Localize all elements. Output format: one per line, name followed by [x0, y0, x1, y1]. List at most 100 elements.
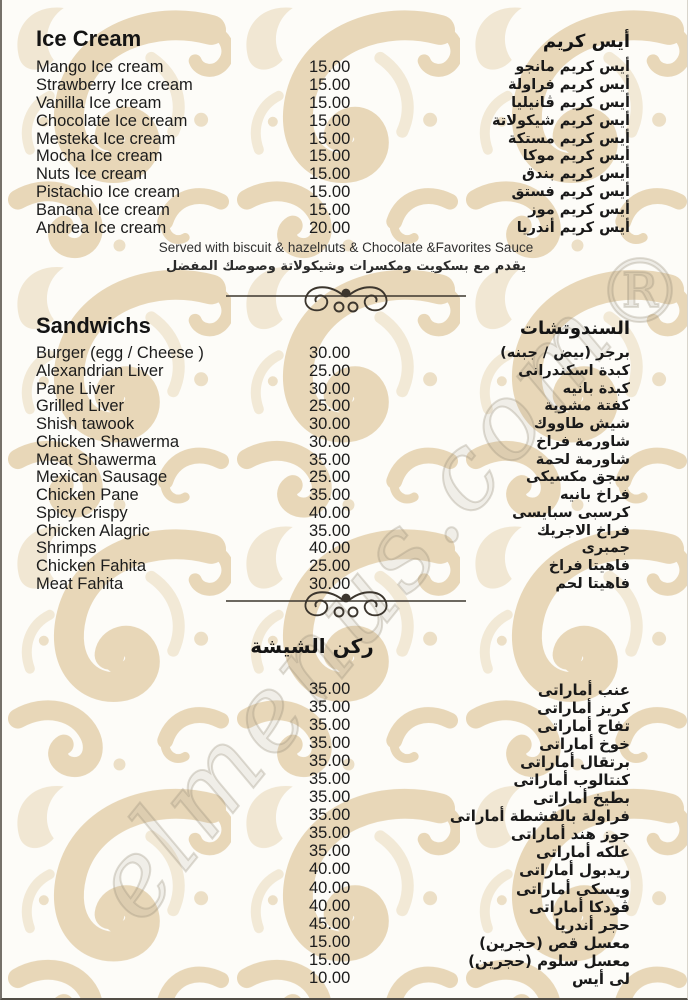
item-price: 40.00 — [309, 539, 351, 558]
item-price: 35.00 — [309, 698, 351, 717]
item-name-ar: أيس كريم موكا — [522, 148, 630, 165]
item-price: 10.00 — [309, 968, 351, 987]
ice-cream-item-list: Mango Ice cream 15.00 أيس كريم مانجو Str… — [2, 58, 687, 238]
menu-item-row: Pane Liver 30.00 كبدة بانيه — [2, 379, 687, 399]
menu-item-row: Mexican Sausage 25.00 سجق مكسيكى — [2, 468, 687, 487]
item-price: 15.00 — [309, 147, 351, 166]
item-name-ar: أيس كريم أندريا — [516, 220, 630, 237]
item-name-ar: أيس كريم فراولة — [507, 76, 630, 93]
item-name-ar: كفتة مشوية — [544, 398, 630, 415]
item-name-ar: ڤودكا أماراتى — [528, 897, 630, 916]
item-price: 20.00 — [309, 219, 351, 238]
menu-item-row: Meat Fahita 30.00 فاهيتا لحم — [2, 574, 687, 594]
menu-item-row: Chicken Pane 35.00 فراخ بانيه — [2, 486, 687, 505]
item-name-en: Mesteka Ice cream — [36, 129, 176, 148]
swirl-divider-icon — [226, 591, 466, 618]
item-price: 35.00 — [309, 752, 351, 771]
item-name-ar: أيس كريم ڤانيليا — [511, 94, 630, 111]
menu-item-row: 35.00 فراولة بالقشطة أماراتى — [2, 806, 687, 825]
item-name-en: Mango Ice cream — [36, 58, 164, 76]
item-price: 25.00 — [309, 361, 351, 380]
item-name-ar: كبدة اسكندرانى — [518, 362, 630, 379]
menu-item-row: Mocha Ice cream 15.00 أيس كريم موكا — [2, 148, 687, 166]
item-name-en: Chicken Alagric — [36, 521, 150, 540]
menu-item-row: 35.00 كنتالوب أماراتى — [2, 770, 687, 790]
sandwichs-item-list: Burger (egg / Cheese ) 30.00 برجر (بيض /… — [2, 344, 687, 594]
item-price: 35.00 — [309, 486, 351, 504]
item-price: 30.00 — [309, 432, 351, 451]
item-price: 35.00 — [309, 788, 351, 807]
item-name-ar: أيس كريم بندق — [522, 166, 630, 183]
item-name-en: Mexican Sausage — [36, 468, 168, 487]
item-price: 15.00 — [309, 129, 351, 148]
item-name-en: Banana Ice cream — [36, 201, 170, 220]
menu-item-row: 15.00 معسل سلوم (حجرين) — [2, 950, 687, 970]
item-price: 40.00 — [309, 878, 351, 897]
item-name-ar: بطيخ أماراتى — [532, 789, 630, 808]
menu-item-row: 35.00 علكه أماراتى — [2, 842, 687, 862]
section-title-sandwichs-en: Sandwichs — [36, 313, 151, 338]
item-name-en: Chicken Pane — [36, 486, 139, 504]
item-name-ar: كريز أماراتى — [537, 699, 630, 718]
menu-item-row: 35.00 عنب أماراتى — [2, 680, 687, 699]
menu-item-row: 40.00 ريدبول أماراتى — [2, 861, 687, 880]
menu-item-row: 10.00 لى أيس — [2, 968, 687, 988]
item-name-ar: لى أيس — [571, 969, 630, 988]
item-name-en: Spicy Crispy — [36, 503, 128, 522]
menu-item-row: Nuts Ice cream 15.00 أيس كريم بندق — [2, 165, 687, 184]
item-price: 15.00 — [309, 950, 351, 969]
item-name-en: Pane Liver — [36, 379, 115, 398]
menu-item-row: 35.00 خوخ أماراتى — [2, 734, 687, 754]
item-price: 15.00 — [309, 165, 351, 184]
item-name-ar: جوز هند أماراتى — [510, 825, 630, 844]
item-name-ar: ويسكى أماراتى — [516, 879, 630, 898]
item-name-en: Shrimps — [36, 539, 97, 558]
item-name-ar: حجر أندريا — [554, 915, 630, 934]
item-name-ar: شاورمة فراخ — [536, 433, 630, 450]
item-name-en: Meat Shawerma — [36, 450, 157, 469]
item-price: 30.00 — [309, 574, 351, 593]
item-price: 35.00 — [309, 521, 351, 540]
menu-item-row: Chicken Shawerma 30.00 شاورمة فراخ — [2, 432, 687, 452]
item-price: 30.00 — [309, 415, 351, 433]
menu-item-row: 35.00 بطيخ أماراتى — [2, 788, 687, 808]
menu-item-row: Mango Ice cream 15.00 أيس كريم مانجو — [2, 58, 687, 77]
menu-item-row: 35.00 برتقال أماراتى — [2, 752, 687, 771]
menu-item-row: Spicy Crispy 40.00 كرسبى سبايسى — [2, 503, 687, 523]
item-price: 35.00 — [309, 824, 351, 843]
menu-item-row: 40.00 ويسكى أماراتى — [2, 878, 687, 898]
item-name-ar: أيس كريم مانجو — [515, 59, 630, 75]
item-name-ar: أيس كريم فستق — [511, 184, 630, 201]
item-price: 15.00 — [309, 58, 351, 76]
item-price: 15.00 — [309, 111, 351, 130]
item-name-ar: شاورمة لحمة — [535, 451, 630, 468]
item-price: 15.00 — [309, 201, 351, 220]
item-price: 40.00 — [309, 503, 351, 522]
item-price: 35.00 — [309, 842, 351, 861]
item-price: 25.00 — [309, 468, 351, 487]
item-name-en: Grilled Liver — [36, 397, 125, 416]
ornament-divider — [2, 588, 687, 620]
item-price: 15.00 — [309, 93, 351, 112]
item-name-ar: خوخ أماراتى — [539, 735, 630, 754]
item-name-ar: سجق مكسيكى — [525, 469, 630, 486]
menu-item-row: Chicken Fahita 25.00 فاهيتا فراخ — [2, 557, 687, 576]
menu-item-row: Chicken Alagric 35.00 فراخ الاجريك — [2, 521, 687, 541]
menu-item-row: 40.00 ڤودكا أماراتى — [2, 897, 687, 916]
section-title-shisha-ar: ركن الشيشة — [250, 634, 374, 658]
serving-note-en: Served with biscuit & hazelnuts & Chocol… — [158, 240, 534, 255]
item-name-ar: كنتالوب أماراتى — [513, 771, 630, 790]
item-name-ar: عنب أماراتى — [537, 681, 630, 699]
item-price: 15.00 — [309, 932, 351, 951]
menu-item-row: 35.00 كريز أماراتى — [2, 698, 687, 718]
item-name-ar: شيش طاووك — [533, 416, 630, 432]
item-name-ar: أيس كريم شيكولاتة — [491, 112, 630, 129]
item-name-en: Chocolate Ice cream — [36, 111, 188, 130]
item-name-ar: فراخ بانيه — [559, 487, 630, 503]
item-price: 15.00 — [309, 75, 351, 94]
item-name-en: Andrea Ice cream — [36, 219, 167, 238]
item-name-en: Meat Fahita — [36, 574, 124, 593]
section-title-sandwichs-ar: السندوتشات — [519, 318, 630, 339]
